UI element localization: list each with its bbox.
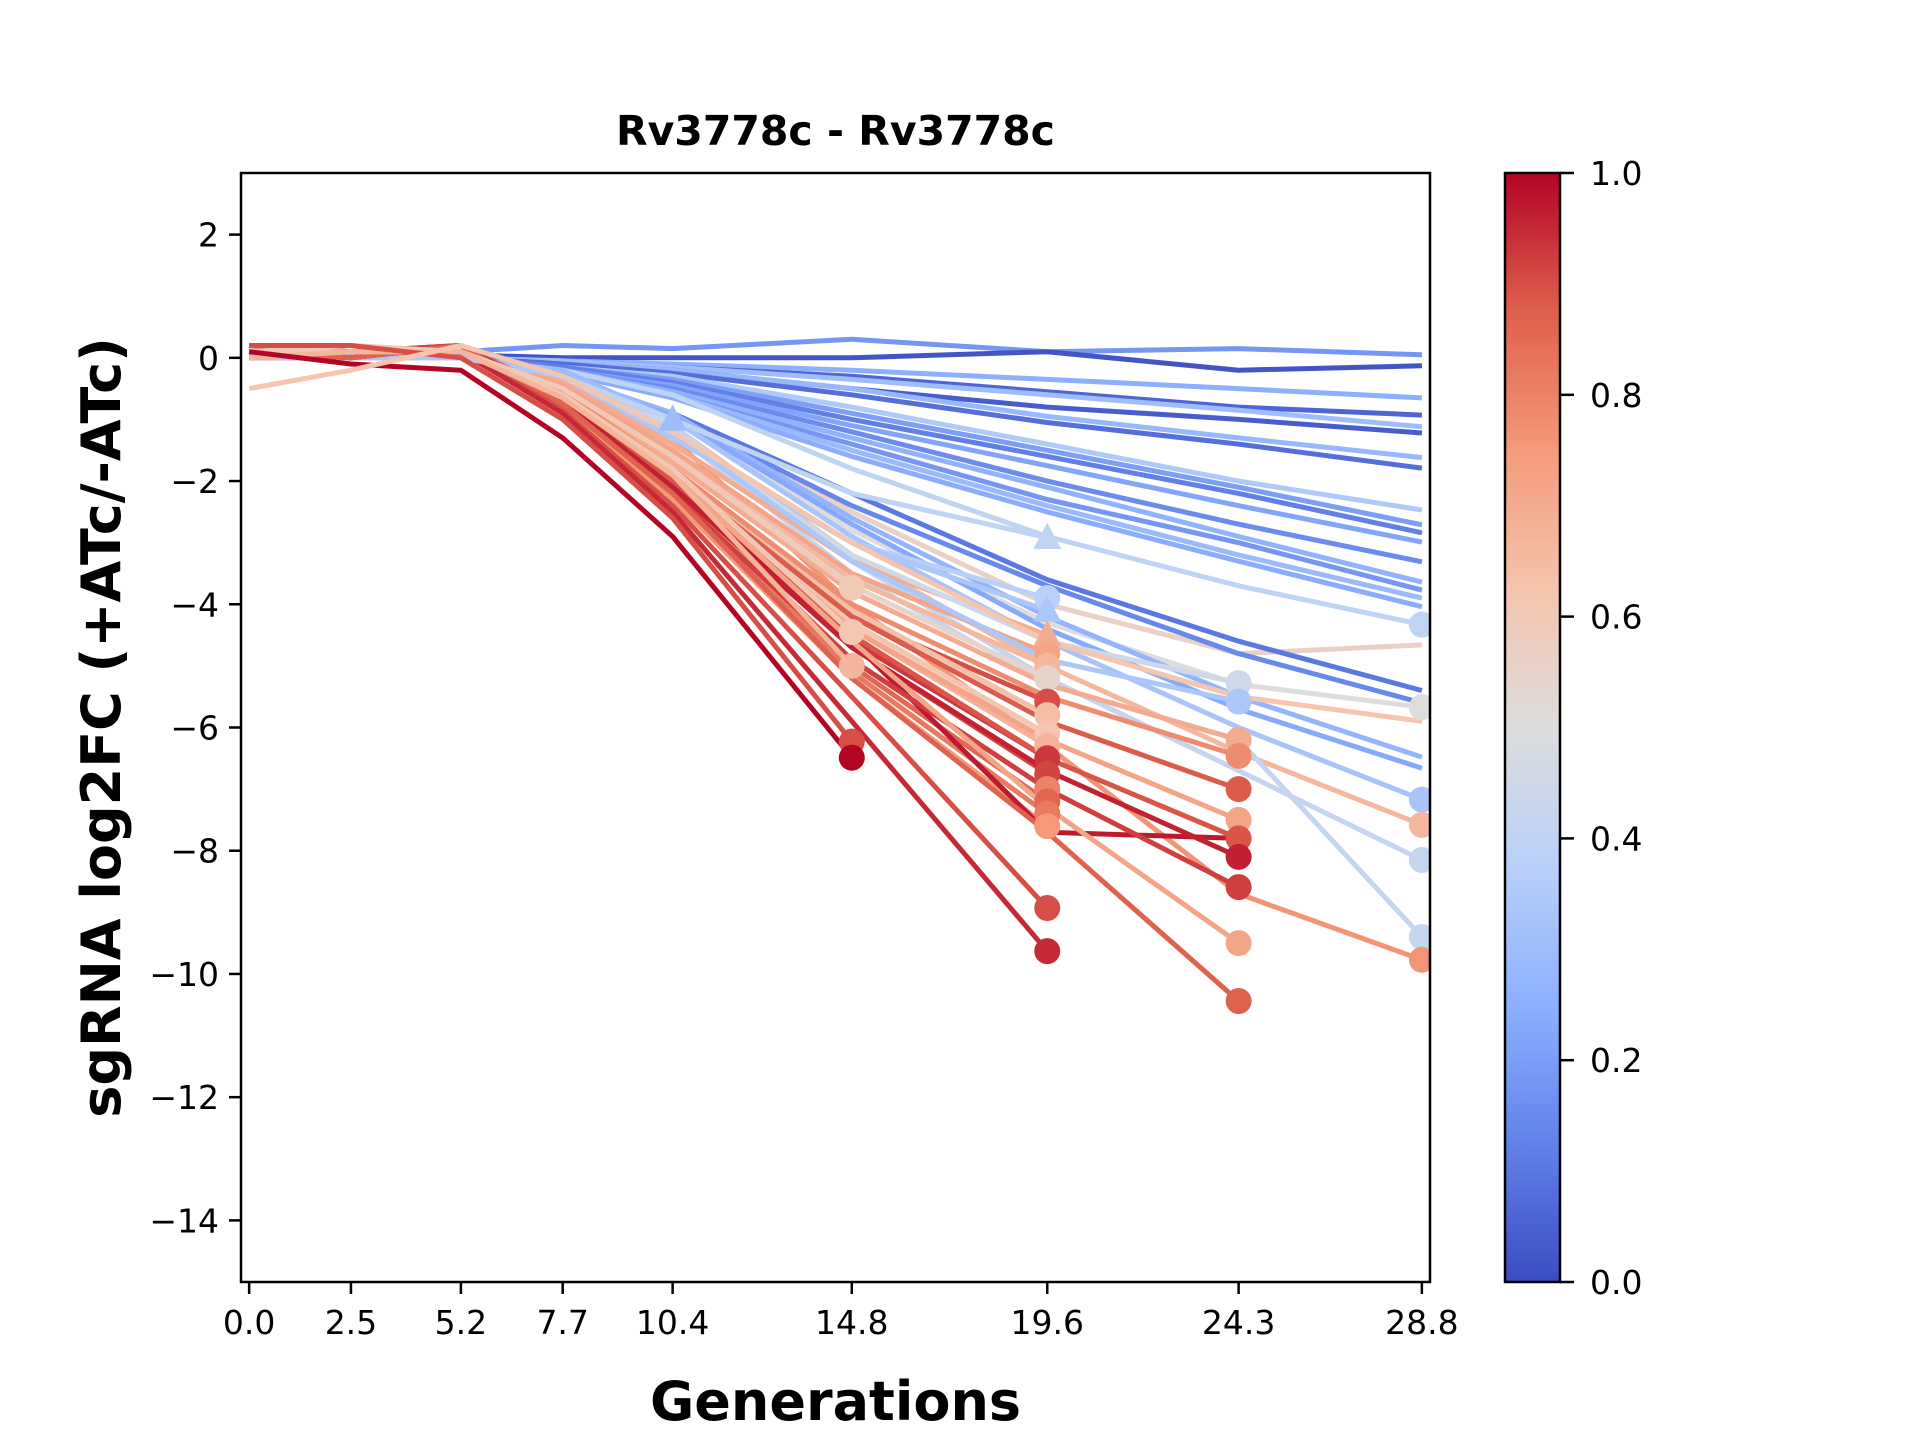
series-end-marker-triangle [1033,620,1062,647]
series-line [248,343,1241,1003]
y-tick-label: −4 [170,585,219,624]
series-end-marker-circle [1034,938,1061,965]
series-end-marker-circle [1225,843,1252,870]
y-tick-label: −2 [170,462,219,501]
series-line [248,349,854,668]
series-end-marker-circle [1225,930,1252,957]
series-end-marker-circle [1225,806,1252,833]
colorbar-tick-label: 0.8 [1590,376,1642,415]
series-end-marker-circle [1225,988,1252,1015]
series-end-marker-circle [1225,688,1252,715]
y-tick-label: −8 [170,832,219,871]
series-end-marker-circle [1225,825,1252,852]
series-end-marker-circle [1225,874,1252,901]
series-end-marker-circle [1034,702,1061,729]
series-layer [248,336,1424,1003]
series-end-marker-triangle [658,404,687,431]
x-tick-label: 24.3 [1202,1303,1275,1342]
colorbar: 0.0 0.2 0.4 0.6 0.8 1.0 [1503,154,1642,1302]
colorbar-tick-label: 0.2 [1590,1041,1642,1080]
series-end-marker-circle [1408,811,1430,838]
series-end-marker-circle [1408,786,1430,813]
x-tick-label: 2.5 [325,1303,377,1342]
colorbar-tick-label: 0.6 [1590,598,1642,637]
chart-title: Rv3778c - Rv3778c [616,107,1055,155]
y-tick-label: −10 [149,955,219,994]
x-tick-label: 7.7 [536,1303,588,1342]
colorbar-tick-label: 0.4 [1590,819,1642,858]
series-end-marker-circle [1034,895,1061,922]
x-tick-label: 28.8 [1385,1303,1458,1342]
y-tick-label: 2 [198,216,219,255]
y-axis-ticks: 2 0 −2 −4 −6 −8 −10 −12 −14 [149,216,241,1240]
y-tick-label: −6 [170,709,219,748]
series-end-marker-circle [1225,742,1252,769]
x-tick-label: 14.8 [815,1303,888,1342]
series-end-marker-circle [1408,923,1430,950]
series-end-marker-circle [1408,946,1430,973]
series-end-marker-triangle [1033,522,1062,549]
colorbar-gradient [1505,173,1560,1282]
x-tick-label: 5.2 [435,1303,487,1342]
series-end-marker-circle [838,619,865,646]
y-axis-label: sgRNA log2FC (+ATc/-ATc) [70,337,133,1118]
series-end-marker-circle [1225,670,1252,697]
series-end-marker-circle [838,652,865,679]
plot-area [248,336,1430,1015]
x-tick-label: 19.6 [1010,1303,1083,1342]
series-end-marker-circle [1408,694,1430,721]
colorbar-frame [1503,171,1562,1284]
series-end-marker-circle [838,744,865,771]
series-end-marker-circle [1408,611,1430,638]
colorbar-ticks: 0.0 0.2 0.4 0.6 0.8 1.0 [1560,154,1642,1302]
colorbar-tick-label: 0.0 [1590,1263,1642,1302]
y-tick-label: −14 [149,1201,219,1240]
y-tick-label: 0 [198,339,219,378]
series-line [249,343,854,744]
series-end-marker-circle [1034,665,1061,692]
x-axis-ticks: 0.0 2.5 5.2 7.7 10.4 14.8 19.6 24.3 28.8 [223,1282,1459,1342]
series-end-marker-circle [1034,813,1061,840]
marker-layer [658,404,1430,1015]
series-end-marker-circle [1408,846,1430,873]
series-end-marker-triangle [1033,595,1062,622]
y-tick-label: −12 [149,1078,219,1117]
x-tick-label: 0.0 [223,1303,275,1342]
series-line [248,343,1423,724]
series-line [248,349,854,760]
colorbar-tick-label: 1.0 [1590,154,1642,193]
x-axis-label: Generations [650,1370,1021,1433]
x-tick-label: 10.4 [636,1303,709,1342]
series-end-marker-circle [1225,776,1252,803]
series-end-marker-circle [838,574,865,601]
